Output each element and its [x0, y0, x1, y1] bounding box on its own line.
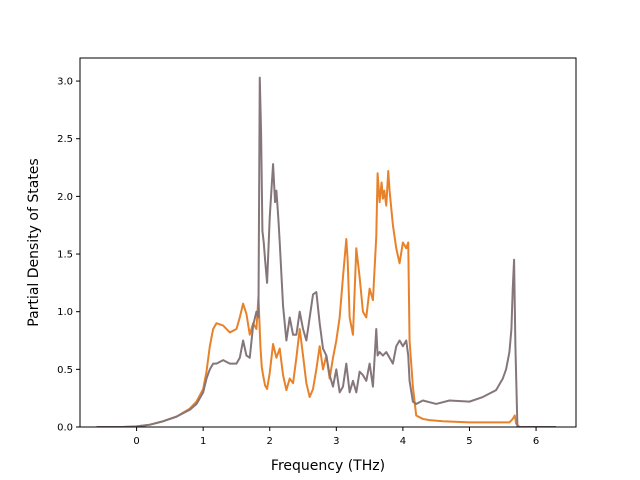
axes-frame: [79, 57, 577, 428]
x-tick-label: 2: [267, 436, 273, 447]
y-tick-label: 0.0: [57, 423, 73, 434]
y-tick-label: 1.0: [57, 307, 73, 318]
y-axis-label: Partial Density of States: [26, 158, 42, 326]
x-tick-label: 1: [200, 436, 206, 447]
plot-area: [96, 76, 557, 427]
axes: 0 1 2 3 4 5 6 0.0 0.5 1.0 1.5 2.0 2.5 3.0: [57, 57, 577, 447]
x-tick-label: 6: [533, 436, 539, 447]
x-tick-label: 5: [466, 436, 472, 447]
x-tick-label: 0: [133, 436, 139, 447]
y-tick-label: 0.5: [57, 365, 73, 376]
series-line-2: [96, 76, 557, 427]
y-tick-label: 3.0: [57, 77, 73, 88]
x-tick-label: 4: [400, 436, 406, 447]
x-axis-label: Frequency (THz): [271, 458, 385, 474]
y-tick-label: 1.5: [57, 250, 73, 261]
y-tick-label: 2.0: [57, 192, 73, 203]
series-line-1: [96, 170, 557, 427]
y-tick-label: 2.5: [57, 134, 73, 145]
x-tick-label: 3: [333, 436, 339, 447]
